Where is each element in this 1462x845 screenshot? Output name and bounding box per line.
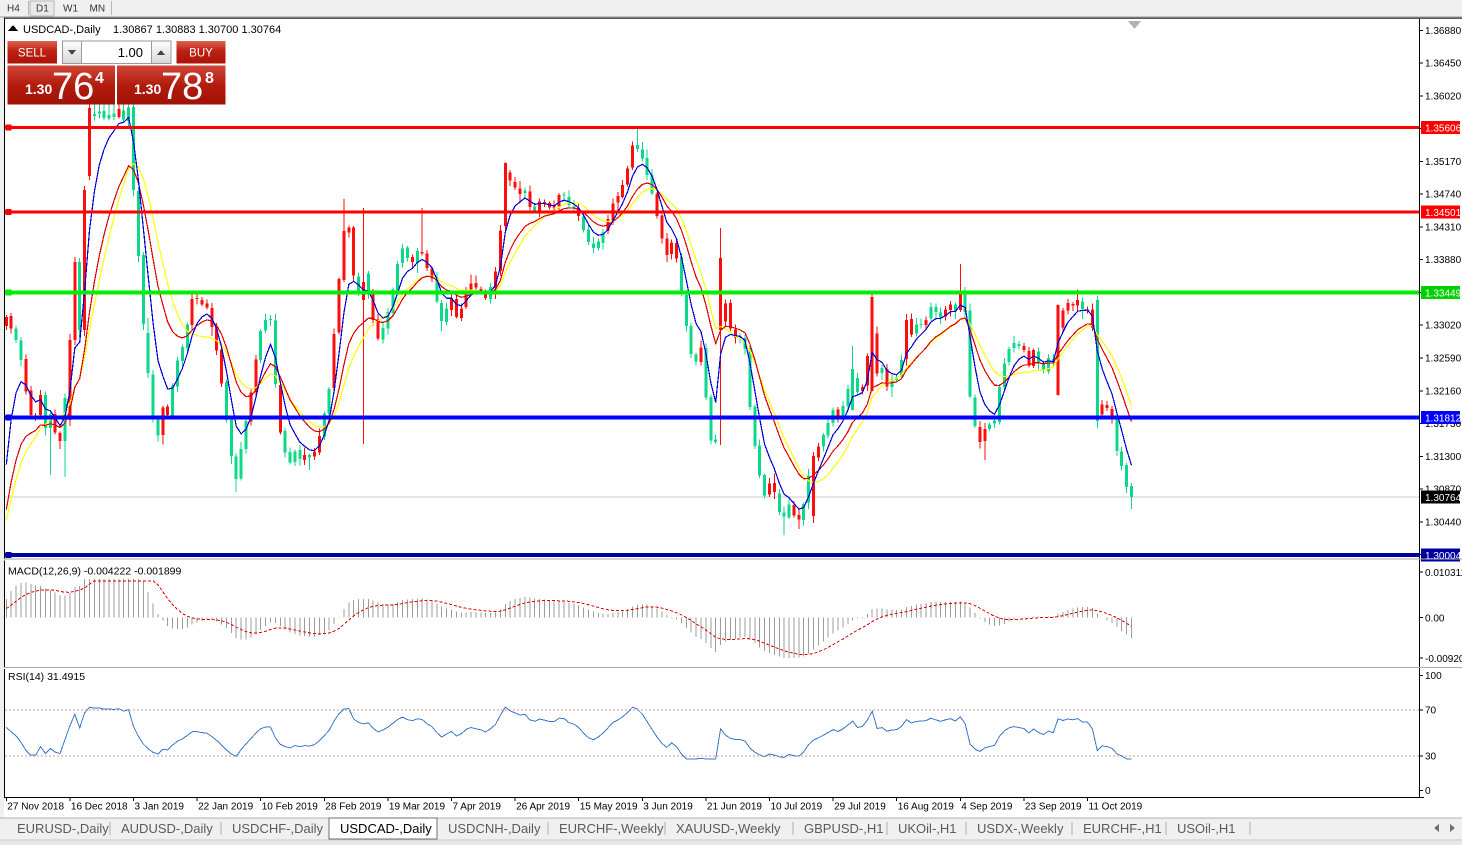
svg-text:1.33880: 1.33880	[1425, 255, 1462, 266]
svg-text:1.32160: 1.32160	[1425, 386, 1462, 397]
svg-text:19 Mar 2019: 19 Mar 2019	[389, 802, 446, 813]
svg-text:11 Oct 2019: 11 Oct 2019	[1089, 802, 1143, 813]
svg-text:EURUSD-,Daily: EURUSD-,Daily	[17, 821, 109, 836]
svg-text:GBPUSD-,H1: GBPUSD-,H1	[804, 821, 883, 836]
svg-text:EURCHF-,Weekly: EURCHF-,Weekly	[559, 821, 664, 836]
svg-text:100: 100	[1425, 671, 1442, 682]
svg-text:USOil-,H1: USOil-,H1	[1177, 821, 1236, 836]
svg-text:1.31812: 1.31812	[1425, 414, 1462, 425]
svg-text:16 Dec 2018: 16 Dec 2018	[71, 802, 128, 813]
svg-text:USDCAD-,Daily: USDCAD-,Daily	[340, 821, 432, 836]
svg-text:USDCAD-,Daily: USDCAD-,Daily	[23, 24, 101, 36]
svg-text:USDX-,Weekly: USDX-,Weekly	[977, 821, 1064, 836]
svg-text:3 Jan 2019: 3 Jan 2019	[135, 802, 185, 813]
svg-text:1.30: 1.30	[134, 81, 161, 97]
svg-text:27 Nov 2018: 27 Nov 2018	[7, 802, 64, 813]
svg-text:H4: H4	[7, 4, 20, 15]
svg-text:W1: W1	[63, 4, 78, 15]
svg-text:XAUUSD-,Weekly: XAUUSD-,Weekly	[676, 821, 781, 836]
svg-text:78: 78	[161, 66, 203, 108]
svg-text:1.34501: 1.34501	[1425, 208, 1462, 219]
svg-text:USDCHF-,Daily: USDCHF-,Daily	[232, 821, 324, 836]
svg-text:BUY: BUY	[189, 48, 213, 60]
svg-text:UKOil-,H1: UKOil-,H1	[898, 821, 957, 836]
svg-text:MACD(12,26,9) -0.004222 -0.001: MACD(12,26,9) -0.004222 -0.001899	[8, 566, 182, 578]
svg-text:1.35606: 1.35606	[1425, 124, 1462, 135]
svg-text:RSI(14) 31.4915: RSI(14) 31.4915	[8, 671, 85, 683]
svg-text:1.33020: 1.33020	[1425, 321, 1462, 332]
svg-text:1.30764: 1.30764	[1425, 493, 1462, 504]
svg-text:1.31300: 1.31300	[1425, 452, 1462, 463]
svg-text:30: 30	[1425, 751, 1437, 762]
svg-text:1.32590: 1.32590	[1425, 354, 1462, 365]
svg-text:D1: D1	[36, 4, 49, 15]
svg-text:USDCNH-,Daily: USDCNH-,Daily	[448, 821, 541, 836]
svg-text:1.00: 1.00	[118, 45, 143, 60]
svg-text:1.33449: 1.33449	[1425, 288, 1462, 299]
svg-text:3 Jun 2019: 3 Jun 2019	[643, 802, 693, 813]
svg-text:1.36450: 1.36450	[1425, 59, 1462, 70]
svg-text:21 Jun 2019: 21 Jun 2019	[707, 802, 762, 813]
svg-text:1.30440: 1.30440	[1425, 517, 1462, 528]
svg-text:10 Jul 2019: 10 Jul 2019	[771, 802, 823, 813]
svg-text:EURCHF-,H1: EURCHF-,H1	[1083, 821, 1162, 836]
svg-text:4 Sep 2019: 4 Sep 2019	[961, 802, 1013, 813]
svg-text:28 Feb 2019: 28 Feb 2019	[325, 802, 382, 813]
svg-text:1.31730: 1.31730	[1425, 419, 1462, 430]
svg-text:15 May 2019: 15 May 2019	[580, 802, 638, 813]
svg-text:1.30004: 1.30004	[1425, 551, 1462, 562]
svg-text:SELL: SELL	[18, 48, 47, 60]
svg-text:AUDUSD-,Daily: AUDUSD-,Daily	[121, 821, 213, 836]
svg-text:23 Sep 2019: 23 Sep 2019	[1025, 802, 1082, 813]
svg-text:1.35170: 1.35170	[1425, 157, 1462, 168]
svg-text:1.34740: 1.34740	[1425, 190, 1462, 201]
svg-text:0: 0	[1425, 786, 1431, 797]
svg-text:76: 76	[52, 66, 94, 108]
svg-text:1.34310: 1.34310	[1425, 222, 1462, 233]
svg-text:26 Apr 2019: 26 Apr 2019	[516, 802, 570, 813]
svg-text:22 Jan 2019: 22 Jan 2019	[198, 802, 253, 813]
svg-text:8: 8	[205, 70, 214, 87]
svg-text:29 Jul 2019: 29 Jul 2019	[834, 802, 886, 813]
svg-text:0.010311: 0.010311	[1425, 568, 1462, 579]
svg-text:-0.009203: -0.009203	[1425, 654, 1462, 665]
svg-text:1.36880: 1.36880	[1425, 26, 1462, 37]
svg-text:7 Apr 2019: 7 Apr 2019	[453, 802, 502, 813]
svg-text:1.30867 1.30883 1.30700 1.3076: 1.30867 1.30883 1.30700 1.30764	[113, 24, 281, 36]
svg-text:70: 70	[1425, 705, 1437, 716]
svg-text:16 Aug 2019: 16 Aug 2019	[898, 802, 955, 813]
svg-text:4: 4	[95, 70, 104, 87]
svg-text:1.30: 1.30	[25, 81, 52, 97]
svg-text:10 Feb 2019: 10 Feb 2019	[262, 802, 319, 813]
svg-text:1.36020: 1.36020	[1425, 91, 1462, 102]
svg-text:0.00: 0.00	[1425, 613, 1445, 624]
svg-text:MN: MN	[90, 4, 106, 15]
svg-text:1.30870: 1.30870	[1425, 485, 1462, 496]
